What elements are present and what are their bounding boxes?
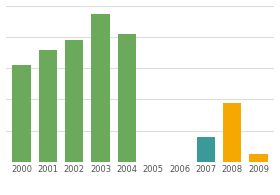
Bar: [65, 40, 83, 162]
Bar: [12, 65, 31, 162]
Bar: [91, 14, 110, 162]
Bar: [223, 103, 241, 162]
Bar: [197, 137, 215, 162]
Bar: [249, 154, 268, 162]
Bar: [39, 50, 57, 162]
Bar: [118, 34, 136, 162]
